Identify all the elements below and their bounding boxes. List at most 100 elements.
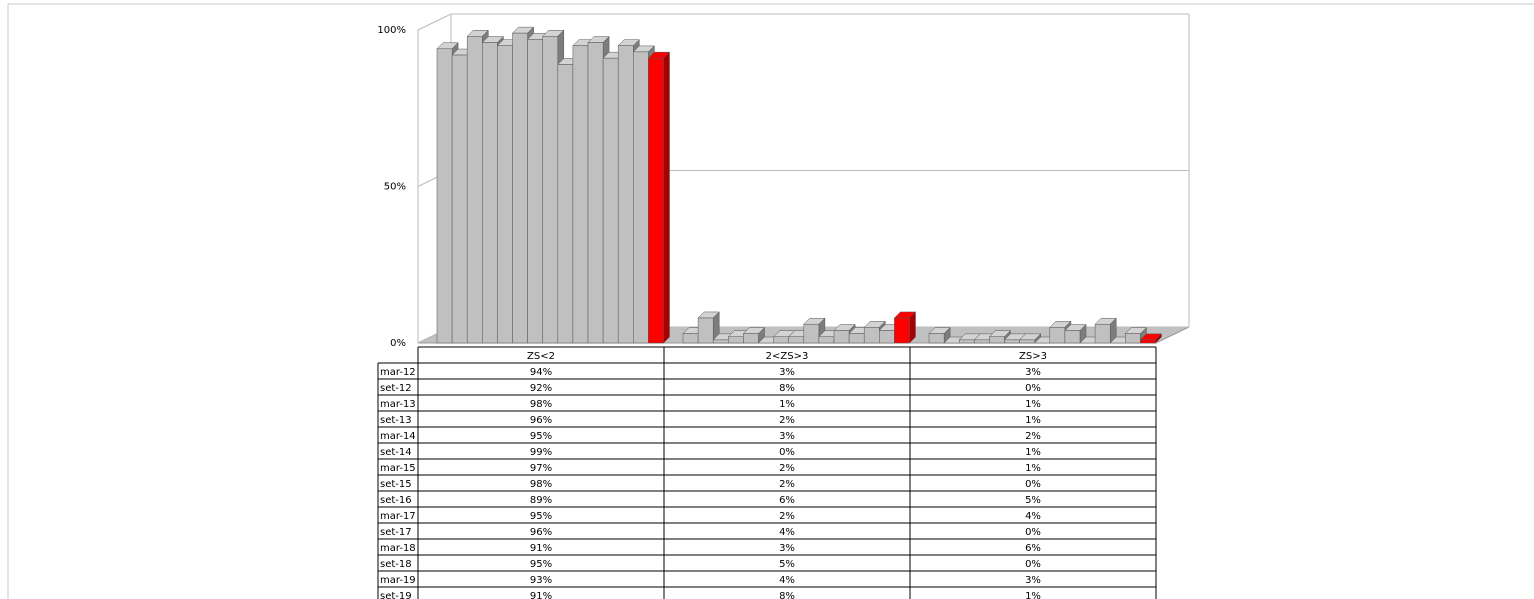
bar-face: [848, 333, 865, 344]
table-value: 3%: [779, 543, 795, 554]
bar-face: [542, 36, 559, 344]
bar-face: [958, 339, 975, 344]
bar: [647, 51, 671, 344]
legend-label: mar-12: [380, 367, 416, 378]
table-value: 8%: [779, 383, 795, 394]
table-value: 1%: [1025, 415, 1041, 426]
bar: [928, 327, 951, 344]
legend-label: set-17: [380, 527, 412, 538]
table-value: 0%: [1025, 559, 1041, 570]
table-value: 2%: [779, 415, 795, 426]
table-value: 1%: [1025, 399, 1041, 410]
bar-face: [879, 330, 895, 344]
bar-face: [773, 336, 789, 344]
table-value: 98%: [530, 479, 552, 490]
table-value: 5%: [779, 559, 795, 570]
table-value: 95%: [530, 511, 552, 522]
bar-face: [803, 323, 820, 344]
bar-face: [497, 45, 513, 344]
bar-face: [451, 54, 468, 344]
legend-label: mar-15: [380, 463, 416, 474]
legend-label: set-18: [380, 559, 412, 570]
table-value: 0%: [1025, 383, 1041, 394]
legend-label: set-13: [380, 415, 412, 426]
bar-face: [833, 330, 850, 344]
bar-face: [482, 42, 498, 344]
table-value: 1%: [779, 399, 795, 410]
table-value: 0%: [1025, 479, 1041, 490]
table-value: 2%: [779, 479, 795, 490]
y-tick-label: 50%: [384, 182, 406, 193]
bar-face: [728, 336, 744, 344]
table-value: 4%: [779, 575, 795, 586]
bar-face: [466, 36, 483, 344]
bar-face: [974, 339, 990, 344]
bar-face: [1140, 339, 1156, 344]
bar-face: [682, 333, 699, 344]
bar-face: [436, 48, 453, 344]
bar-face: [587, 42, 604, 344]
table-value: 89%: [530, 495, 552, 506]
table-value: 96%: [530, 527, 552, 538]
table-value: 1%: [1025, 447, 1041, 458]
bar-face: [712, 339, 729, 344]
bar-face: [743, 333, 759, 344]
bar-face: [1049, 327, 1066, 344]
table-value: 3%: [1025, 575, 1041, 586]
bar-face: [633, 51, 649, 344]
table-value: 95%: [530, 559, 552, 570]
x-tick-label: 2<ZS>3: [766, 351, 809, 362]
table-value: 4%: [779, 527, 795, 538]
bar-face: [894, 317, 910, 344]
grid-line: [417, 13, 452, 31]
table-value: 2%: [1025, 431, 1041, 442]
bar: [742, 327, 766, 344]
legend-label: set-15: [380, 479, 412, 490]
bar-face: [527, 39, 543, 344]
bar: [893, 311, 917, 344]
bar-face: [788, 336, 805, 344]
table-value: 92%: [530, 383, 552, 394]
bar-face: [863, 327, 880, 344]
table-value: 8%: [779, 591, 795, 599]
x-tick-label: ZS>3: [1019, 351, 1047, 362]
table-value: 4%: [1025, 511, 1041, 522]
bar-face: [697, 317, 714, 344]
table-value: 6%: [779, 495, 795, 506]
table-value: 5%: [1025, 495, 1041, 506]
table-value: 3%: [1025, 367, 1041, 378]
legend-label: set-16: [380, 495, 412, 506]
table-value: 3%: [779, 431, 795, 442]
bar-face: [1094, 323, 1111, 344]
bar: [1139, 333, 1163, 344]
table-value: 97%: [530, 463, 552, 474]
legend-label: mar-19: [380, 575, 416, 586]
table-value: 99%: [530, 447, 552, 458]
legend-label: mar-18: [380, 543, 416, 554]
bar: [1094, 317, 1117, 344]
legend-label: mar-13: [380, 399, 416, 410]
table-value: 98%: [530, 399, 552, 410]
table-value: 0%: [779, 447, 795, 458]
bar-face: [602, 57, 619, 344]
bar-face: [617, 45, 634, 344]
bar-face: [572, 45, 589, 344]
table-value: 1%: [1025, 591, 1041, 599]
y-tick-label: 0%: [390, 338, 406, 349]
bar-face: [989, 336, 1005, 344]
legend-label: set-19: [380, 591, 412, 599]
table-value: 91%: [530, 543, 552, 554]
bar-face: [1004, 339, 1020, 344]
y-tick-label: 100%: [377, 25, 406, 36]
table-value: 91%: [530, 591, 552, 599]
legend-label: set-14: [380, 447, 412, 458]
table-value: 96%: [530, 415, 552, 426]
bar-face: [557, 64, 574, 344]
x-tick-label: ZS<2: [527, 351, 555, 362]
table-value: 6%: [1025, 543, 1041, 554]
table-value: 1%: [1025, 463, 1041, 474]
table-value: 0%: [1025, 527, 1041, 538]
table-value: 2%: [779, 463, 795, 474]
bar-face: [1064, 330, 1081, 344]
